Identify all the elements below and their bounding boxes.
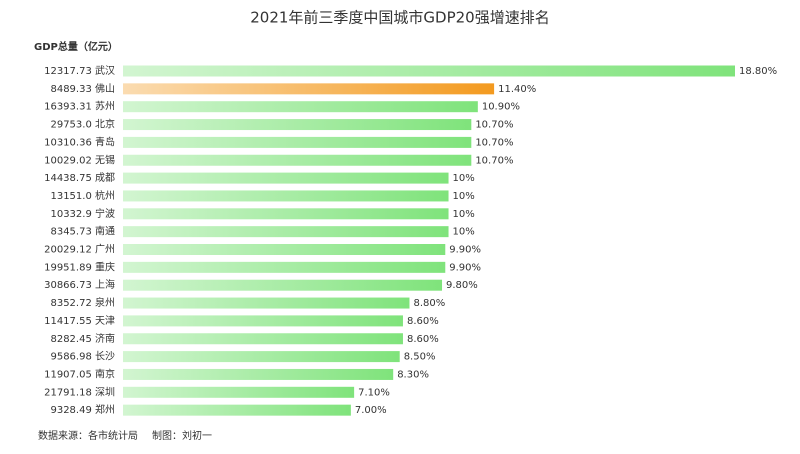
value-label: 10% xyxy=(453,191,475,202)
value-label: 9.80% xyxy=(446,280,478,291)
value-label: 8.60% xyxy=(407,316,439,327)
bar xyxy=(123,208,449,220)
bar xyxy=(123,154,472,166)
value-label: 8.80% xyxy=(413,298,445,309)
bar xyxy=(123,351,400,363)
value-label: 8.60% xyxy=(407,334,439,345)
category-label: 29753.0 北京 xyxy=(50,118,115,131)
category-label: 21791.18 深圳 xyxy=(44,386,115,398)
value-label: 7.00% xyxy=(355,405,387,416)
value-label: 10.70% xyxy=(475,155,513,166)
value-label: 11.40% xyxy=(498,84,536,95)
category-label: 8345.73 南通 xyxy=(50,225,115,238)
bar xyxy=(123,244,446,255)
bar xyxy=(123,65,735,77)
category-label: 12317.73 武汉 xyxy=(44,64,115,77)
category-label: 11417.55 天津 xyxy=(44,315,115,327)
value-label: 10.90% xyxy=(482,102,520,113)
bar xyxy=(123,261,446,273)
value-label: 10% xyxy=(453,173,475,184)
value-label: 10.70% xyxy=(475,120,513,131)
bar xyxy=(123,279,443,291)
value-label: 18.80% xyxy=(739,66,777,77)
bar xyxy=(123,190,449,202)
category-label: 10310.36 青岛 xyxy=(44,135,115,148)
bar xyxy=(123,119,472,131)
bar xyxy=(123,101,478,113)
bar xyxy=(123,386,355,398)
axis-label: GDP总量（亿元） xyxy=(34,40,118,53)
category-label: 11907.05 南京 xyxy=(44,367,115,380)
category-label: 8352.72 泉州 xyxy=(50,296,115,309)
category-label: 8489.33 佛山 xyxy=(50,82,115,95)
source: 数据来源：各市统计局 xyxy=(38,429,138,442)
bar xyxy=(123,404,351,416)
bar xyxy=(123,136,472,148)
category-label: 30866.73 上海 xyxy=(44,278,115,291)
bar xyxy=(123,297,410,309)
value-label: 10.70% xyxy=(475,137,513,148)
value-label: 10% xyxy=(453,227,475,238)
category-label: 9586.98 长沙 xyxy=(50,351,115,363)
bar xyxy=(123,226,449,238)
category-label: 16393.31 苏州 xyxy=(44,100,115,113)
bar xyxy=(123,172,449,184)
chart-title: 2021年前三季度中国城市GDP20强增速排名 xyxy=(250,9,549,27)
value-label: 9.90% xyxy=(449,262,481,273)
bar xyxy=(123,83,495,95)
value-label: 8.30% xyxy=(397,369,429,380)
bar xyxy=(123,333,403,345)
category-label: 8282.45 济南 xyxy=(50,332,115,345)
value-label: 7.10% xyxy=(358,387,390,398)
credit: 制图：刘初一 xyxy=(152,429,212,442)
value-label: 8.50% xyxy=(404,352,436,363)
category-label: 13151.0 杭州 xyxy=(50,189,115,202)
category-label: 9328.49 郑州 xyxy=(50,403,115,416)
category-label: 14438.75 成都 xyxy=(44,172,115,184)
category-label: 10332.9 宁波 xyxy=(50,207,115,220)
bar xyxy=(123,368,394,380)
value-label: 10% xyxy=(453,209,475,220)
value-label: 9.90% xyxy=(449,245,481,256)
category-label: 10029.02 无锡 xyxy=(44,153,115,166)
category-label: 20029.12 广州 xyxy=(44,244,115,256)
bar xyxy=(123,315,403,327)
category-label: 19951.89 重庆 xyxy=(44,260,115,273)
